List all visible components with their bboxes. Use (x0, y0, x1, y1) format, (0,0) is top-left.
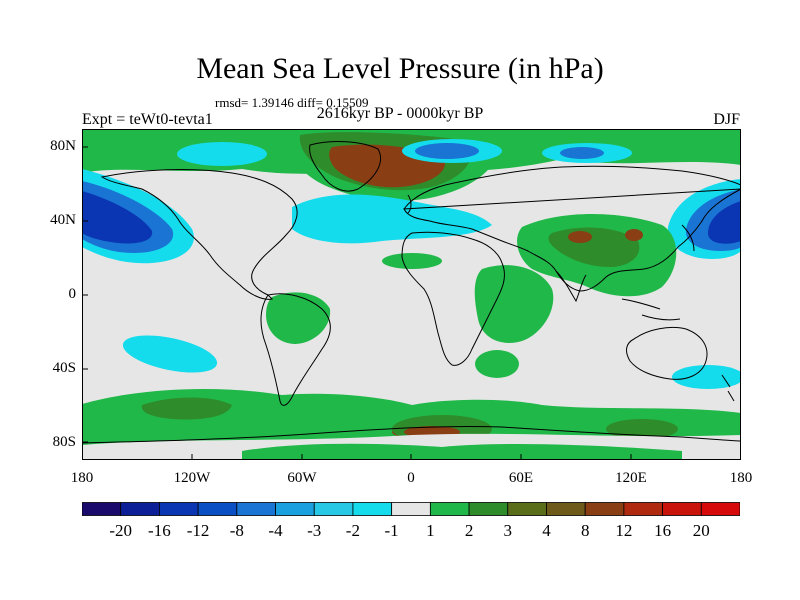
north-pacific-low-east-core (708, 201, 741, 244)
colorbar-label: -12 (186, 521, 210, 540)
x-label-120w: 120W (173, 470, 211, 486)
tasman-low (672, 365, 741, 389)
colorbar-boxes (82, 502, 740, 516)
y-label-80n: 80N (50, 138, 76, 154)
greenland-coast (309, 141, 381, 192)
colorbar-label: 16 (654, 521, 672, 540)
uk-coast (407, 194, 412, 214)
colorbar-box (623, 502, 663, 516)
axis-ticks (82, 146, 741, 460)
colorbar-label: 1 (426, 521, 435, 540)
y-label-0: 0 (68, 286, 77, 302)
experiment-label: Expt = teWt0-tevta1 (82, 111, 213, 128)
y-label-80s: 80S (52, 434, 76, 450)
colorbar-box (391, 502, 431, 516)
arctic-low-center-core (415, 143, 479, 159)
x-label-60e: 60E (508, 470, 534, 486)
colorbar-box (82, 502, 122, 516)
colorbar-box (313, 502, 354, 516)
africa-india-high (474, 265, 554, 343)
colorbar-box (584, 502, 625, 516)
colorbar-label: -16 (148, 521, 171, 540)
southern-ocean-high-mid-west (141, 397, 232, 420)
x-label-120e: 120E (615, 470, 647, 486)
x-label-180w: 180 (70, 470, 94, 486)
antarctic-high-fringe (242, 443, 682, 460)
africa-coast (401, 231, 505, 366)
india-coast (555, 270, 587, 303)
colorbar-label: -4 (268, 521, 283, 540)
colorbar-label: 8 (580, 521, 590, 540)
colorbar-label: -1 (384, 521, 399, 540)
arctic-low-west (177, 142, 267, 166)
period-label: 2616kyr BP - 0000kyr BP (316, 105, 484, 122)
antarctica-coast (82, 425, 741, 444)
x-label-60w: 60W (287, 470, 317, 486)
asia-high-core-1 (568, 231, 592, 243)
north-africa-high (382, 253, 442, 269)
colorbar-label: 3 (503, 521, 513, 540)
colorbar-box (507, 502, 547, 516)
colorbar-box (275, 502, 315, 516)
maritime-continent-coast (621, 298, 681, 321)
colorbar-label: -8 (229, 521, 244, 540)
figure-title: Mean Sea Level Pressure (in hPa) (196, 52, 604, 85)
colorbar (82, 502, 740, 516)
japan-coast (681, 224, 695, 252)
north-america-coast (100, 169, 298, 300)
colorbar-box (468, 502, 509, 516)
south-atlantic-high (475, 350, 519, 378)
colorbar-box (120, 502, 160, 516)
colorbar-box (700, 502, 740, 516)
colorbar-label: 4 (542, 521, 551, 540)
south-america-high (266, 292, 331, 344)
colorbar-label: -3 (307, 521, 322, 540)
atlantic-low-band (292, 194, 492, 244)
coastlines (82, 141, 741, 444)
stats-line: rmsd= 1.39146 diff= 0.15509 (215, 95, 369, 110)
new-zealand-coast (721, 374, 735, 402)
australia-coast (626, 326, 708, 380)
south-america-coast (260, 293, 331, 406)
colorbar-label: 2 (464, 521, 474, 540)
colorbar-label: -2 (345, 521, 360, 540)
x-label-0: 0 (407, 470, 415, 486)
south-pacific-low (122, 335, 218, 373)
colorbar-box (352, 502, 393, 516)
colorbar-box (662, 502, 702, 516)
anomaly-fields (82, 129, 741, 460)
x-label-180e: 180 (729, 470, 753, 486)
y-label-40s: 40S (52, 360, 76, 376)
colorbar-box (429, 502, 470, 516)
north-pacific-low-west-core (82, 191, 153, 244)
colorbar-label: -20 (109, 521, 133, 540)
pressure-anomaly-map (82, 129, 741, 460)
colorbar-label: 12 (615, 521, 633, 540)
season-label: DJF (713, 111, 740, 128)
colorbar-box (546, 502, 586, 516)
colorbar-box (236, 502, 276, 516)
y-label-40n: 40N (50, 212, 76, 228)
colorbar-label: 20 (692, 521, 710, 540)
colorbar-box (197, 502, 238, 516)
colorbar-box (159, 502, 199, 516)
arctic-low-east-core (560, 147, 604, 159)
asia-high-core-2 (625, 229, 643, 241)
